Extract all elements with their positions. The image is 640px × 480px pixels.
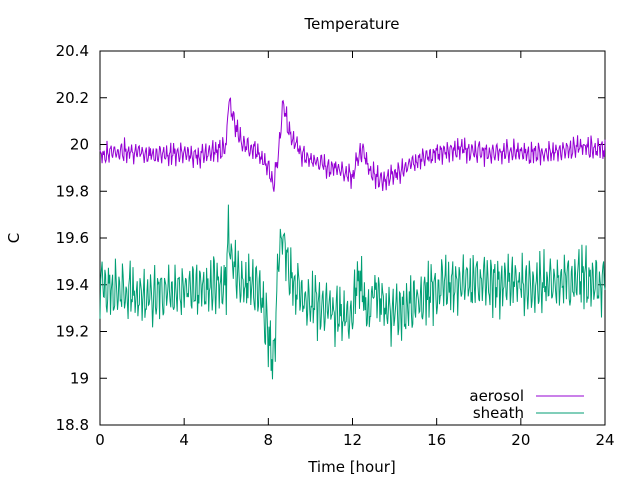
series-line-aerosol [99,97,606,192]
x-tick-label: 4 [179,431,189,449]
y-tick-label: 20.2 [56,89,89,107]
axis-ticks: 0 4 8 12 16 20 24 18.8 19 19.2 19.4 19.6 19.8 20 20.2 2… [56,42,615,449]
y-tick-label: 19.2 [56,323,89,341]
y-tick-label: 19.8 [56,182,89,200]
y-tick-label: 18.8 [56,416,89,434]
x-tick-label: 0 [95,431,105,449]
y-tick-label: 19 [70,369,89,387]
legend: aerosol sheath [469,387,584,422]
legend-label-aerosol: aerosol [469,387,524,405]
legend-label-sheath: sheath [473,404,524,422]
y-tick-label: 19.6 [56,229,89,247]
x-tick-label: 12 [343,431,362,449]
y-tick-label: 20 [70,136,89,154]
x-tick-label: 20 [511,431,530,449]
x-axis-label: Time [hour] [307,458,396,476]
y-tick-label: 20.4 [56,42,89,60]
series-line-sheath [99,204,606,380]
series-layer [99,97,606,380]
chart-title: Temperature [303,15,399,33]
x-tick-label: 24 [595,431,614,449]
y-axis-label: C [5,233,23,243]
y-tick-label: 19.4 [56,276,89,294]
x-tick-label: 16 [427,431,446,449]
plot-frame [99,50,606,426]
x-tick-label: 8 [264,431,274,449]
